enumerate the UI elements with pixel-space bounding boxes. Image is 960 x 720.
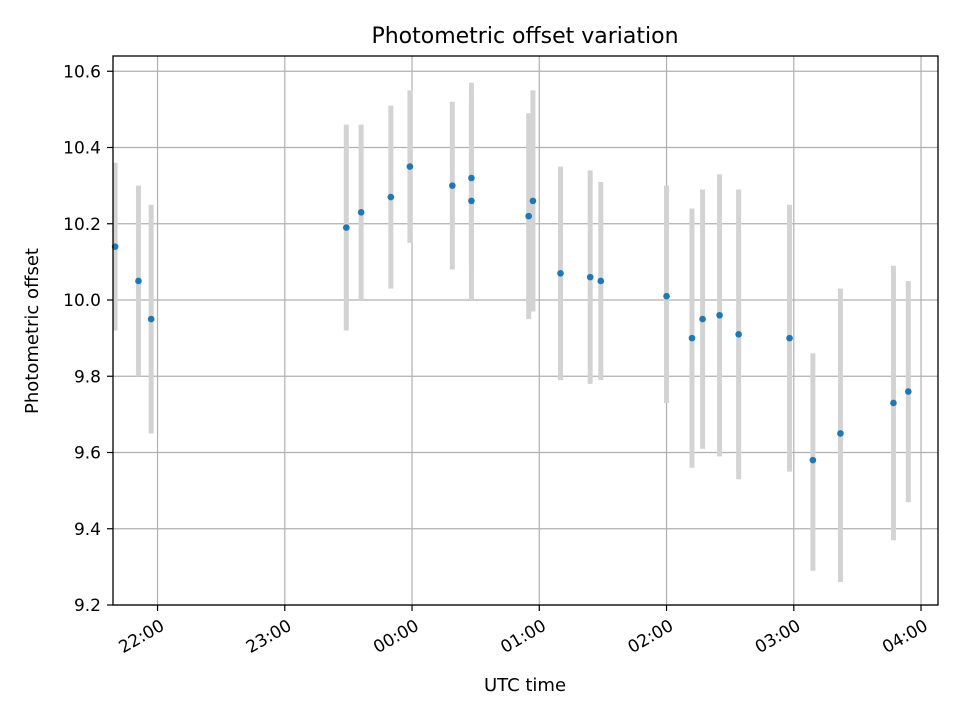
x-tick-label: 02:00 bbox=[625, 616, 677, 658]
plot-frame bbox=[112, 55, 939, 606]
data-point bbox=[716, 311, 723, 319]
data-point bbox=[586, 273, 594, 281]
data-point bbox=[135, 277, 142, 285]
y-tick-label: 10.2 bbox=[63, 215, 101, 235]
data-point bbox=[525, 212, 532, 220]
data-point bbox=[406, 163, 414, 170]
x-tick-label: 22:00 bbox=[116, 616, 168, 658]
data-point bbox=[663, 292, 670, 300]
y-tick-label: 9.6 bbox=[74, 444, 101, 464]
y-tick-label: 10.4 bbox=[63, 139, 101, 159]
errorbars bbox=[112, 82, 911, 583]
data-points bbox=[111, 163, 912, 464]
data-point bbox=[688, 334, 696, 342]
axis-ticks: 9.2 9.4 9.6 9.8 10.0 10.2 10.4 10.6 22:00 23:00 00… bbox=[63, 62, 931, 658]
y-tick-label: 9.8 bbox=[74, 367, 101, 387]
x-tick-label: 03:00 bbox=[752, 616, 804, 658]
data-point bbox=[699, 315, 706, 323]
data-point bbox=[147, 315, 155, 323]
data-point bbox=[837, 430, 844, 437]
data-point bbox=[735, 331, 742, 338]
data-point bbox=[786, 334, 793, 342]
x-tick-label: 23:00 bbox=[243, 616, 295, 658]
data-point bbox=[387, 193, 395, 201]
data-point bbox=[905, 388, 912, 395]
x-tick-label: 01:00 bbox=[497, 616, 549, 658]
data-point bbox=[449, 182, 456, 189]
x-tick-label: 00:00 bbox=[370, 616, 422, 658]
data-point bbox=[468, 197, 475, 205]
y-tick-label: 10.0 bbox=[63, 291, 101, 311]
y-tick-label: 10.6 bbox=[63, 62, 101, 82]
data-point bbox=[809, 456, 817, 464]
data-point bbox=[357, 209, 365, 216]
data-point bbox=[597, 277, 605, 285]
data-point bbox=[468, 174, 475, 182]
x-axis-label: UTC time bbox=[484, 675, 566, 696]
x-tick-label: 04:00 bbox=[879, 616, 931, 658]
y-tick-label: 9.2 bbox=[74, 596, 101, 616]
data-point bbox=[557, 270, 564, 277]
chart-title: Photometric offset variation bbox=[371, 24, 678, 49]
data-point bbox=[890, 399, 897, 407]
y-axis-label: Photometric offset bbox=[22, 248, 43, 414]
y-tick-label: 9.4 bbox=[74, 520, 101, 540]
data-point bbox=[529, 197, 537, 205]
data-point bbox=[342, 224, 350, 231]
